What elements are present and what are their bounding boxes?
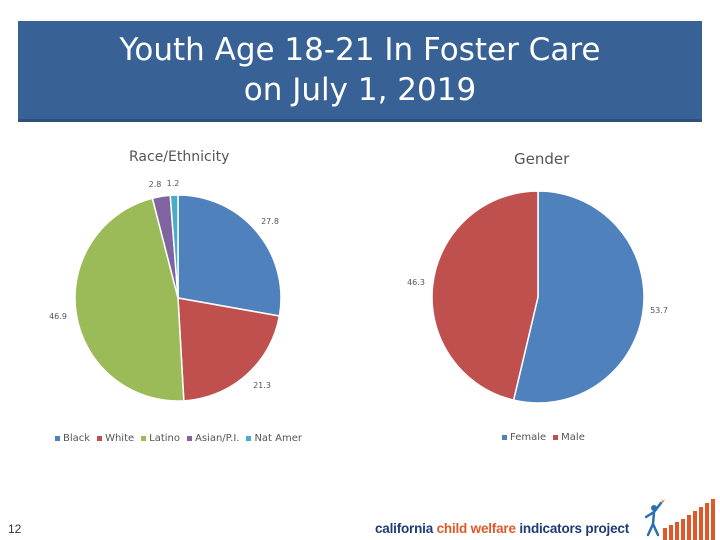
gender-legend-swatch-female [502, 435, 507, 440]
race-ethnicity-label-nat-amer: 1.2 [167, 179, 180, 188]
logo-figure-bars-icon [645, 499, 715, 540]
race-ethnicity-legend-swatch-white [97, 436, 103, 441]
logo-text: california child welfare indicators proj… [375, 521, 629, 536]
race-ethnicity-label-asian-p-i: 2.8 [149, 180, 162, 189]
race-ethnicity-label-black: 27.8 [261, 217, 279, 226]
gender-legend-label-male: Male [561, 432, 585, 443]
logo-word-child-welfare: child welfare [436, 521, 516, 536]
race-chart-title: Race/Ethnicity [129, 149, 230, 165]
gender-legend-item-male: Male [553, 432, 585, 443]
gender-legend: Female Male [502, 432, 592, 443]
race-ethnicity-legend-item-white: White [97, 433, 134, 444]
slide-title-line-1: Youth Age 18-21 In Foster Care [119, 32, 601, 68]
gender-legend-item-female: Female [502, 432, 546, 443]
race-ethnicity-label-white: 21.3 [253, 381, 271, 390]
cwip-logo: california child welfare indicators proj… [375, 497, 720, 540]
race-ethnicity-legend-swatch-asian-p-i [187, 436, 192, 441]
gender-chart-title: Gender [514, 150, 570, 168]
race-ethnicity-legend-swatch-latino [141, 436, 147, 441]
gender-label-female: 53.7 [650, 306, 668, 315]
race-legend: Black White Latino Asian/P.I. Nat Amer [55, 433, 309, 444]
page-number: 12 [8, 522, 22, 536]
race-ethnicity-legend-label-asian-p-i: Asian/P.I. [195, 433, 240, 444]
race-ethnicity-legend-label-white: White [105, 433, 135, 444]
logo-word-indicators-project: indicators project [519, 521, 630, 536]
race-ethnicity-legend-label-latino: Latino [149, 433, 180, 444]
race-ethnicity-legend-item-asian-p-i: Asian/P.I. [187, 433, 239, 444]
race-ethnicity-legend-swatch-nat-amer [246, 436, 252, 441]
race-ethnicity-legend-item-latino: Latino [141, 433, 180, 444]
race-ethnicity-legend-label-nat-amer: Nat Amer [254, 433, 303, 444]
race-ethnicity-legend-label-black: Black [63, 433, 91, 444]
race-ethnicity-slice-nat-amer [169, 194, 179, 299]
race-ethnicity-label-latino: 46.9 [49, 312, 67, 321]
slide-title-line-2: on July 1, 2019 [243, 72, 477, 108]
gender-label-male: 46.3 [407, 278, 425, 287]
title-banner: Youth Age 18-21 In Foster Care on July 1… [18, 21, 702, 122]
race-ethnicity-legend-item-nat-amer: Nat Amer [246, 433, 302, 444]
race-ethnicity-slice-white [177, 297, 281, 402]
gender-legend-swatch-male [553, 435, 559, 440]
gender-legend-label-female: Female [510, 432, 547, 443]
race-ethnicity-slice-black [177, 194, 282, 317]
race-ethnicity-legend-item-black: Black [55, 433, 90, 444]
gender-slice-male [431, 190, 539, 402]
race-ethnicity-legend-swatch-black [55, 436, 60, 441]
gender-slice-female [512, 190, 645, 404]
logo-word-california: california [375, 521, 434, 536]
race-ethnicity-slice-latino [74, 197, 185, 402]
